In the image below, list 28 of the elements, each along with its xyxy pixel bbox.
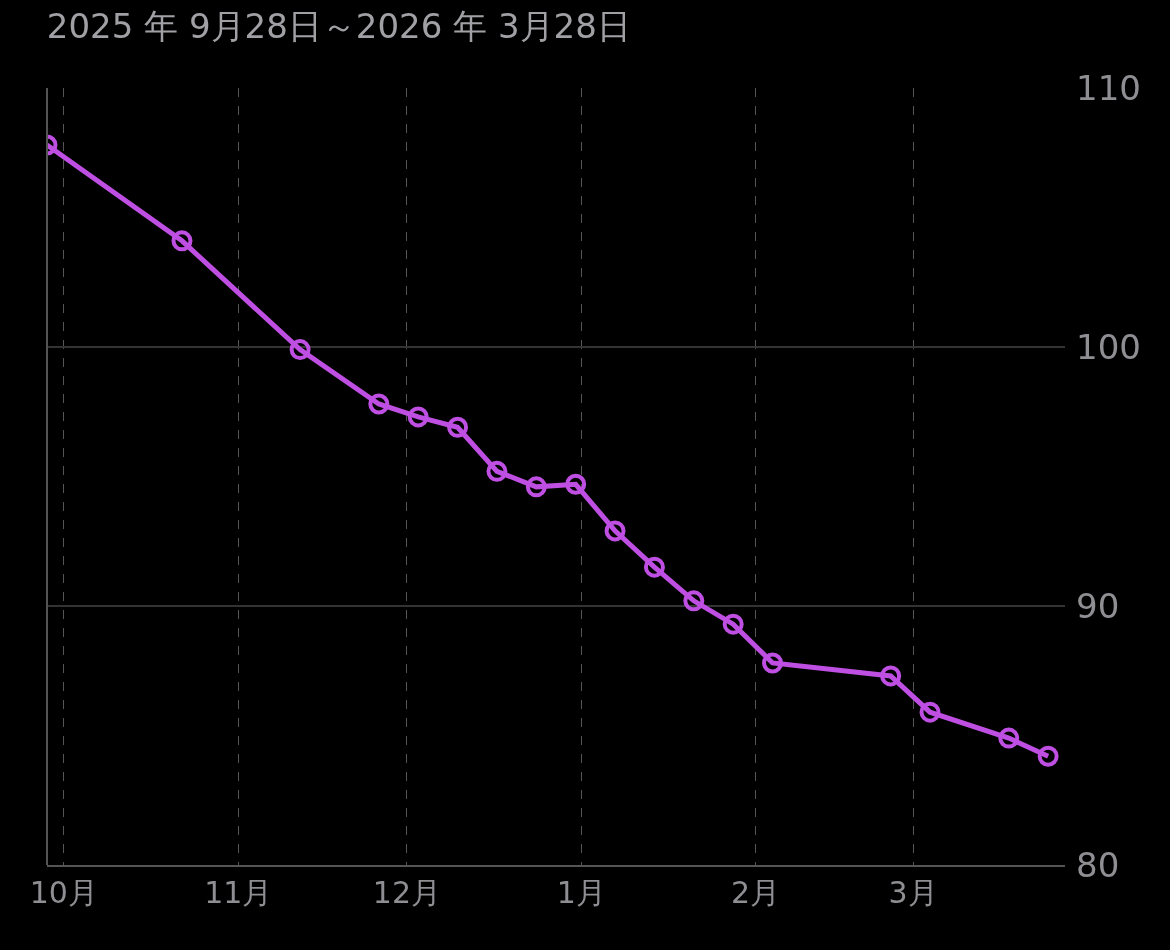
point xyxy=(762,652,784,674)
point xyxy=(643,556,665,578)
point xyxy=(604,520,626,542)
x-tick-label: 11月 xyxy=(204,875,273,910)
point xyxy=(998,727,1020,749)
point xyxy=(880,665,902,687)
y-tick-label: 100 xyxy=(1076,326,1141,367)
point xyxy=(289,339,311,361)
point xyxy=(447,416,469,438)
x-tick-label: 1月 xyxy=(556,875,606,910)
point xyxy=(722,613,744,635)
point xyxy=(171,230,193,252)
x-tick-label: 3月 xyxy=(888,875,938,910)
x-tick-label: 12月 xyxy=(372,875,442,910)
point xyxy=(486,460,508,482)
point xyxy=(1037,745,1059,767)
y-tick-label: 110 xyxy=(1076,67,1141,108)
chart-title: 2025 年 9月28日～2026 年 3月28日 xyxy=(46,6,631,47)
x-tick-label: 2月 xyxy=(731,875,781,910)
point xyxy=(919,701,941,723)
point xyxy=(565,473,587,495)
point xyxy=(525,476,547,498)
y-tick-label: 80 xyxy=(1076,844,1120,885)
point xyxy=(407,406,429,428)
y-tick-label: 90 xyxy=(1076,585,1120,626)
point xyxy=(683,590,705,612)
point xyxy=(368,393,390,415)
x-tick-label: 10月 xyxy=(29,875,98,910)
